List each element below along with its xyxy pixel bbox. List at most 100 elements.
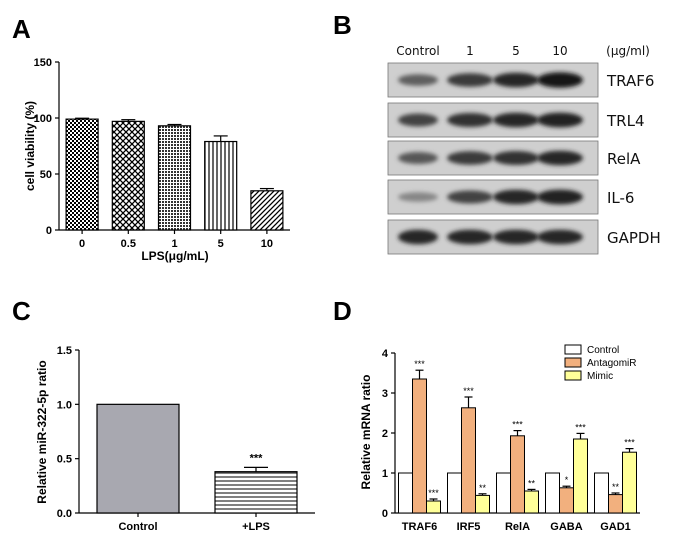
- panel-d-bar: [496, 472, 511, 514]
- panel-d-y-tick-label: 4: [382, 348, 389, 360]
- panel-d-bar: [461, 407, 476, 514]
- panel-d-significance: ***: [428, 488, 439, 498]
- panel-d-bar: [545, 472, 560, 514]
- blot-lane-header: 1: [466, 44, 474, 58]
- panel-d-bar: [412, 378, 427, 514]
- blot-band: [537, 229, 583, 245]
- panel-d-y-label: Relative mRNA ratio: [359, 375, 373, 490]
- panel-d-legend-swatch: [564, 357, 582, 368]
- panel-a-x-tick-label: 0: [79, 238, 85, 250]
- panel-label-a: A: [12, 14, 31, 44]
- blot-band: [398, 229, 438, 245]
- blot-band: [537, 112, 583, 128]
- blot-row-label: RelA: [607, 150, 641, 168]
- panel-d-x-tick-label: IRF5: [457, 521, 481, 533]
- panel-d-x-tick-label: GABA: [550, 521, 582, 533]
- blot-band: [398, 152, 438, 164]
- panel-d-legend-label: Control: [587, 345, 619, 356]
- panel-d-significance: **: [612, 482, 620, 492]
- blot-band: [398, 113, 438, 127]
- blot-lane-header: 10: [552, 44, 567, 58]
- blot-band: [493, 72, 539, 88]
- panel-d-significance: ***: [575, 422, 586, 432]
- blot-band: [447, 73, 493, 87]
- panel-label-d: D: [333, 296, 352, 326]
- panel-d-significance: ***: [512, 420, 523, 430]
- panel-a-x-tick-label: 1: [171, 238, 177, 250]
- panel-a-bar: [250, 190, 284, 231]
- blot-lane-header: Control: [396, 44, 439, 58]
- panel-a-chart: cell viability (%) LPS(μg/mL) 0501001500…: [23, 57, 290, 263]
- panel-d-x-tick-label: TRAF6: [402, 521, 437, 533]
- panel-d-significance: **: [479, 483, 487, 493]
- panel-d-legend-label: AntagomiR: [587, 358, 636, 369]
- blot-band: [398, 192, 438, 202]
- blot-band: [493, 112, 539, 128]
- blot-band: [398, 74, 438, 86]
- panel-c-y-label: Relative miR-322-5p ratio: [35, 360, 49, 503]
- blot-unit-label: (μg/ml): [606, 44, 650, 58]
- panel-c-chart: Relative miR-322-5p ratio 0.0 0.5 1.0 1.5 Co…: [35, 345, 315, 533]
- panel-d-legend-label: Mimic: [587, 371, 613, 382]
- panel-d-bar: [559, 487, 574, 514]
- panel-a-bar: [204, 140, 238, 231]
- blot-band: [447, 151, 493, 165]
- panel-d-significance: ***: [624, 438, 635, 448]
- blot-band: [537, 189, 583, 205]
- panel-d-y-tick-label: 1: [382, 468, 388, 480]
- panel-d-y-tick-label: 3: [382, 388, 388, 400]
- panel-c-bar: [96, 403, 180, 514]
- panel-d-bar: [398, 472, 413, 514]
- panel-c-x-tick-label: +LPS: [242, 521, 270, 533]
- panel-label-c: C: [12, 296, 31, 326]
- panel-c-y-tick-label: 0.5: [57, 454, 72, 466]
- blot-band: [447, 190, 493, 204]
- panel-c-significance: ***: [250, 452, 264, 464]
- panel-a-bar: [157, 125, 192, 231]
- panel-d-y-tick-label: 0: [382, 508, 388, 520]
- panel-a-x-tick-label: 0.5: [121, 238, 136, 250]
- panel-d-x-tick-label: RelA: [505, 521, 530, 533]
- panel-label-b: B: [333, 10, 352, 40]
- panel-d-bar: [447, 472, 462, 514]
- blot-lane-header: 5: [512, 44, 520, 58]
- panel-a-x-tick-label: 5: [218, 238, 224, 250]
- panel-d-bar: [524, 490, 539, 514]
- blot-row-label: GAPDH: [607, 229, 661, 247]
- panel-b-western-blot: Control 1 5 10 (μg/ml) TRAF6 TRL4 RelA IL-6…: [387, 44, 661, 255]
- blot-band: [447, 229, 493, 245]
- panel-a-bar: [65, 118, 99, 231]
- panel-d-bar: [475, 494, 490, 514]
- blot-band: [493, 151, 539, 165]
- panel-c-bar: [214, 471, 298, 514]
- blot-band: [493, 229, 539, 245]
- panel-d-bar: [608, 494, 623, 514]
- panel-c-y-tick-label: 1.5: [57, 345, 72, 357]
- blot-row-label: TRL4: [606, 112, 645, 130]
- panel-d-significance: **: [528, 478, 536, 488]
- blot-band: [447, 113, 493, 127]
- panel-d-chart: Relative mRNA ratio 01234******TRAF6****…: [359, 344, 640, 533]
- panel-c-y-tick-label: 1.0: [57, 399, 72, 411]
- panel-d-bar: [622, 451, 637, 514]
- panel-a-y-tick-label: 50: [40, 169, 52, 181]
- blot-band: [537, 72, 583, 88]
- panel-d-significance: *: [565, 475, 569, 485]
- blot-band: [537, 150, 583, 166]
- panel-a-bar: [111, 120, 145, 231]
- blot-row-label: IL-6: [607, 189, 634, 207]
- panel-a-y-label: cell viability (%): [23, 101, 37, 191]
- panel-d-bar: [594, 472, 609, 514]
- panel-c-y-tick-label: 0.0: [57, 508, 72, 520]
- panel-a-y-tick-label: 150: [34, 57, 52, 69]
- panel-d-bar: [426, 500, 441, 514]
- panel-a-x-tick-label: 10: [261, 238, 273, 250]
- panel-a-y-tick-label: 100: [34, 113, 52, 125]
- panel-d-significance: ***: [414, 359, 425, 369]
- blot-band: [493, 189, 539, 205]
- panel-d-y-tick-label: 2: [382, 428, 388, 440]
- panel-d-x-tick-label: GAD1: [600, 521, 631, 533]
- panel-d-legend-swatch: [564, 344, 582, 355]
- panel-d-legend-swatch: [564, 370, 582, 381]
